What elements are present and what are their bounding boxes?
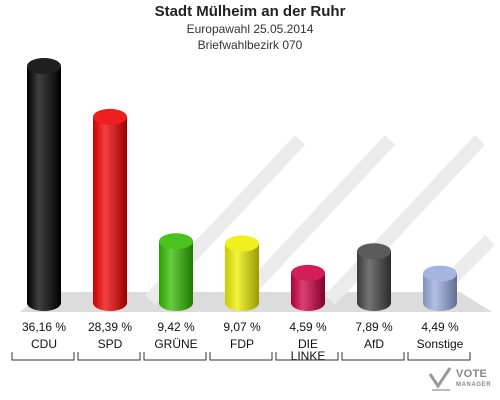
vote-manager-logo-text: VOTE MANAGER <box>456 369 491 391</box>
bar-cap <box>225 235 259 252</box>
bar-cap <box>291 264 325 281</box>
bar-spd <box>93 108 127 311</box>
chart-title: Stadt Mülheim an der Ruhr <box>154 3 346 20</box>
category-bracket <box>341 352 405 361</box>
category-label: CDU <box>31 337 57 351</box>
bar-cdu <box>27 58 61 311</box>
category-label: LINKE <box>291 349 326 363</box>
category-label: Sonstige <box>417 337 464 351</box>
bar-body <box>225 243 259 311</box>
category-bracket <box>275 352 339 361</box>
background-stripe <box>234 135 396 305</box>
bar-fdp <box>225 235 259 311</box>
bar-cap <box>93 108 127 125</box>
bar-cap <box>159 233 193 250</box>
bar-die-linke <box>291 264 325 311</box>
category-label: DIE <box>298 337 318 351</box>
logo-line-1: VOTE <box>456 368 488 380</box>
bar-cap <box>27 58 61 74</box>
bar-body <box>27 66 61 311</box>
category-bracket <box>407 352 471 361</box>
value-label: 28,39 % <box>88 320 132 334</box>
category-bracket <box>143 352 207 361</box>
value-label: 4,59 % <box>289 320 327 334</box>
bar-body <box>93 116 127 311</box>
category-label: FDP <box>230 337 254 351</box>
value-label: 4,49 % <box>421 320 459 334</box>
value-label: 9,07 % <box>223 320 261 334</box>
category-bracket <box>209 352 273 361</box>
category-label: SPD <box>98 337 123 351</box>
chart-subtitle-election: Europawahl 25.05.2014 <box>186 22 314 36</box>
bar-body <box>357 251 391 311</box>
bar-body <box>291 272 325 311</box>
chart-titles: Stadt Mülheim an der Ruhr Europawahl 25.… <box>0 0 500 53</box>
value-label: 36,16 % <box>22 320 66 334</box>
chart-subtitle-district: Briefwahlbezirk 070 <box>197 38 303 52</box>
value-label: 7,89 % <box>355 320 393 334</box>
bar-grüne <box>159 233 193 311</box>
vote-manager-logo-icon <box>428 367 452 391</box>
bar-body <box>159 241 193 311</box>
bar-body <box>423 273 457 311</box>
bar-afd <box>357 243 391 311</box>
category-label: GRÜNE <box>154 337 197 351</box>
background-stripe <box>324 135 486 305</box>
bar-sonstige <box>423 265 457 311</box>
bars-group <box>27 58 457 311</box>
value-label: 9,42 % <box>157 320 195 334</box>
bar-cap <box>357 243 391 260</box>
labels-group: 36,16 % CDU 28,39 % SPD 9,42 % GRÜNE 9,07 % FDP… <box>11 320 471 363</box>
logo-line-2: MANAGER <box>456 382 492 388</box>
category-label: AfD <box>364 337 384 351</box>
category-bracket <box>11 352 75 361</box>
bar-cap <box>423 265 457 282</box>
category-bracket <box>77 352 141 361</box>
